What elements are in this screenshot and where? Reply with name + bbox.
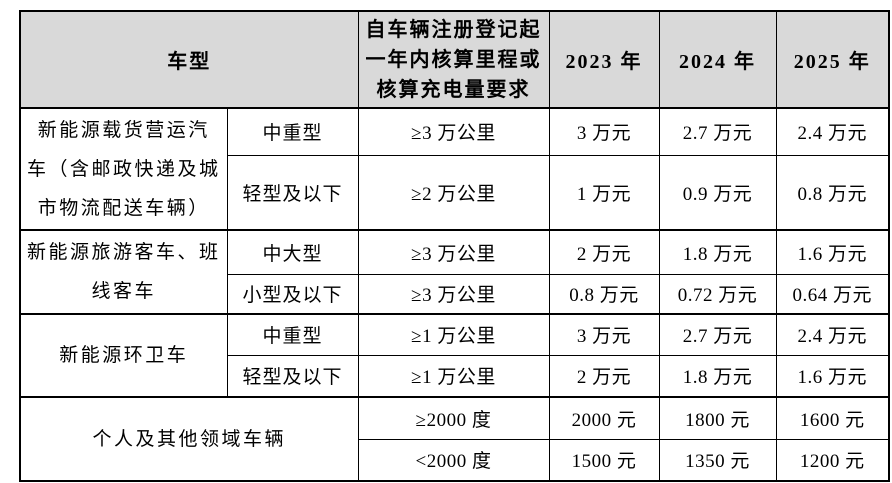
value-cell-2024: 2.7 万元 <box>658 107 777 156</box>
value-cell-2024: 0.72 万元 <box>658 273 777 315</box>
value-cell-2025: 1.6 万元 <box>775 354 890 398</box>
year-2023-header-cell: 2023 年 <box>548 10 660 109</box>
category-cell-cargo-vehicles: 新能源载货营运汽 车（含邮政快递及城 市物流配送车辆） <box>19 107 228 231</box>
requirement-cell: ≥2000 度 <box>357 396 550 440</box>
value-cell-2024: 1.8 万元 <box>658 354 777 398</box>
requirement-cell: ≥1 万公里 <box>357 313 550 356</box>
subtype-cell: 中大型 <box>226 229 359 275</box>
value-cell-2023: 2 万元 <box>548 354 660 398</box>
value-cell-2024: 0.9 万元 <box>658 154 777 231</box>
value-cell-2025: 1600 元 <box>775 396 890 440</box>
table-header-row: 车型 自车辆注册登记起 一年内核算里程或 核算充电量要求 2023 年 2024… <box>19 10 890 109</box>
value-cell-2023: 2000 元 <box>548 396 660 440</box>
value-cell-2025: 1200 元 <box>775 438 890 482</box>
table-row: 小型及以下 ≥3 万公里 0.8 万元 0.72 万元 0.64 万元 <box>20 273 890 315</box>
table-row: 轻型及以下 ≥1 万公里 2 万元 1.8 万元 1.6 万元 <box>20 354 890 398</box>
value-cell-2023: 1500 元 <box>548 438 660 482</box>
value-cell-2025: 1.6 万元 <box>775 229 890 275</box>
subsidy-table: 车型 自车辆注册登记起 一年内核算里程或 核算充电量要求 2023 年 2024… <box>19 10 890 482</box>
subtype-cell: 小型及以下 <box>226 273 359 315</box>
table-row: 新能源环卫车 中重型 ≥1 万公里 3 万元 2.7 万元 2.4 万元 <box>19 313 890 398</box>
subtype-cell: 中重型 <box>226 107 359 156</box>
table-row: 轻型及以下 ≥2 万公里 1 万元 0.9 万元 0.8 万元 <box>20 154 890 231</box>
value-cell-2023: 1 万元 <box>548 154 660 231</box>
vehicle-type-header-cell: 车型 <box>19 10 359 109</box>
value-cell-2024: 1.8 万元 <box>658 229 777 275</box>
value-cell-2025: 0.64 万元 <box>775 273 890 315</box>
table-row: 个人及其他领域车辆 ≥2000 度 2000 元 1800 元 1600 元 <box>19 396 890 482</box>
requirement-cell: ≥3 万公里 <box>357 229 550 275</box>
subtype-cell: 中重型 <box>226 313 359 356</box>
requirement-cell: ≥2 万公里 <box>357 154 550 231</box>
value-cell-2023: 0.8 万元 <box>548 273 660 315</box>
table-row: <2000 度 1500 元 1350 元 1200 元 <box>20 438 890 482</box>
category-cell-tour-buses: 新能源旅游客车、班 线客车 <box>19 229 228 315</box>
value-cell-2025: 2.4 万元 <box>775 313 890 356</box>
year-2024-header-cell: 2024 年 <box>658 10 777 109</box>
category-cell-sanitation-vehicles: 新能源环卫车 <box>19 313 228 398</box>
category-cell-personal-other-vehicles: 个人及其他领域车辆 <box>19 396 359 482</box>
requirement-cell: ≥3 万公里 <box>357 107 550 156</box>
subtype-cell: 轻型及以下 <box>226 354 359 398</box>
value-cell-2025: 2.4 万元 <box>775 107 890 156</box>
value-cell-2024: 1800 元 <box>658 396 777 440</box>
value-cell-2025: 0.8 万元 <box>775 154 890 231</box>
value-cell-2023: 3 万元 <box>548 313 660 356</box>
table-row: 新能源载货营运汽 车（含邮政快递及城 市物流配送车辆） 中重型 ≥3 万公里 3… <box>19 107 890 231</box>
requirement-cell: <2000 度 <box>357 438 550 482</box>
requirement-cell: ≥3 万公里 <box>357 273 550 315</box>
subtype-cell: 轻型及以下 <box>226 154 359 231</box>
requirement-cell: ≥1 万公里 <box>357 354 550 398</box>
table-row: 新能源旅游客车、班 线客车 中大型 ≥3 万公里 2 万元 1.8 万元 1.6… <box>19 229 890 315</box>
value-cell-2024: 1350 元 <box>658 438 777 482</box>
value-cell-2024: 2.7 万元 <box>658 313 777 356</box>
value-cell-2023: 2 万元 <box>548 229 660 275</box>
requirement-header-cell: 自车辆注册登记起 一年内核算里程或 核算充电量要求 <box>357 10 550 109</box>
value-cell-2023: 3 万元 <box>548 107 660 156</box>
year-2025-header-cell: 2025 年 <box>775 10 890 109</box>
